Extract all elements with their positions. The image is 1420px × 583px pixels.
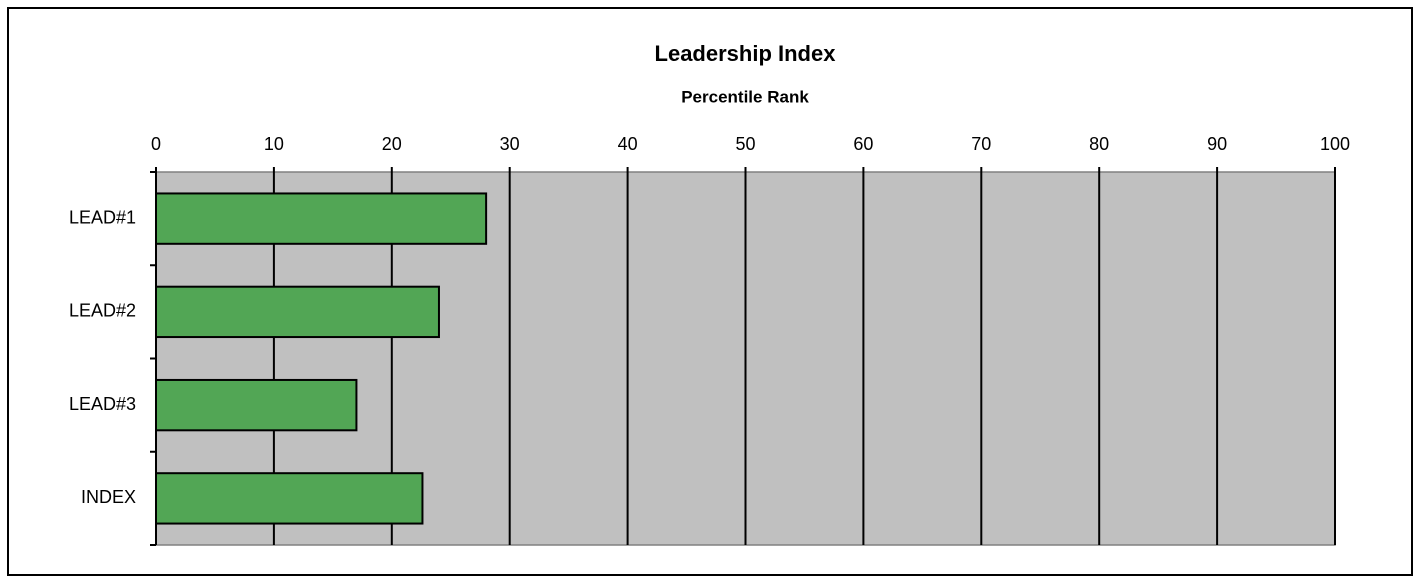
x-tick-label: 80 [1089, 134, 1109, 154]
x-tick-label: 90 [1207, 134, 1227, 154]
x-tick-label: 30 [500, 134, 520, 154]
x-tick-label: 100 [1320, 134, 1350, 154]
x-tick-label: 50 [735, 134, 755, 154]
bar [155, 192, 488, 245]
x-tick-label: 70 [971, 134, 991, 154]
y-tick-label: LEAD#1 [69, 207, 136, 227]
bar [155, 378, 358, 432]
y-tick-label: LEAD#3 [69, 394, 136, 414]
bar [155, 472, 424, 525]
x-tick-label: 20 [382, 134, 402, 154]
bar [155, 285, 440, 339]
x-tick-label: 0 [151, 134, 161, 154]
x-tick-label: 40 [618, 134, 638, 154]
chart-subtitle: Percentile Rank [681, 87, 809, 106]
x-tick-label: 60 [853, 134, 873, 154]
y-tick-label: INDEX [81, 487, 136, 507]
x-tick-label: 10 [264, 134, 284, 154]
chart-title: Leadership Index [655, 41, 837, 66]
y-tick-label: LEAD#2 [69, 301, 136, 321]
